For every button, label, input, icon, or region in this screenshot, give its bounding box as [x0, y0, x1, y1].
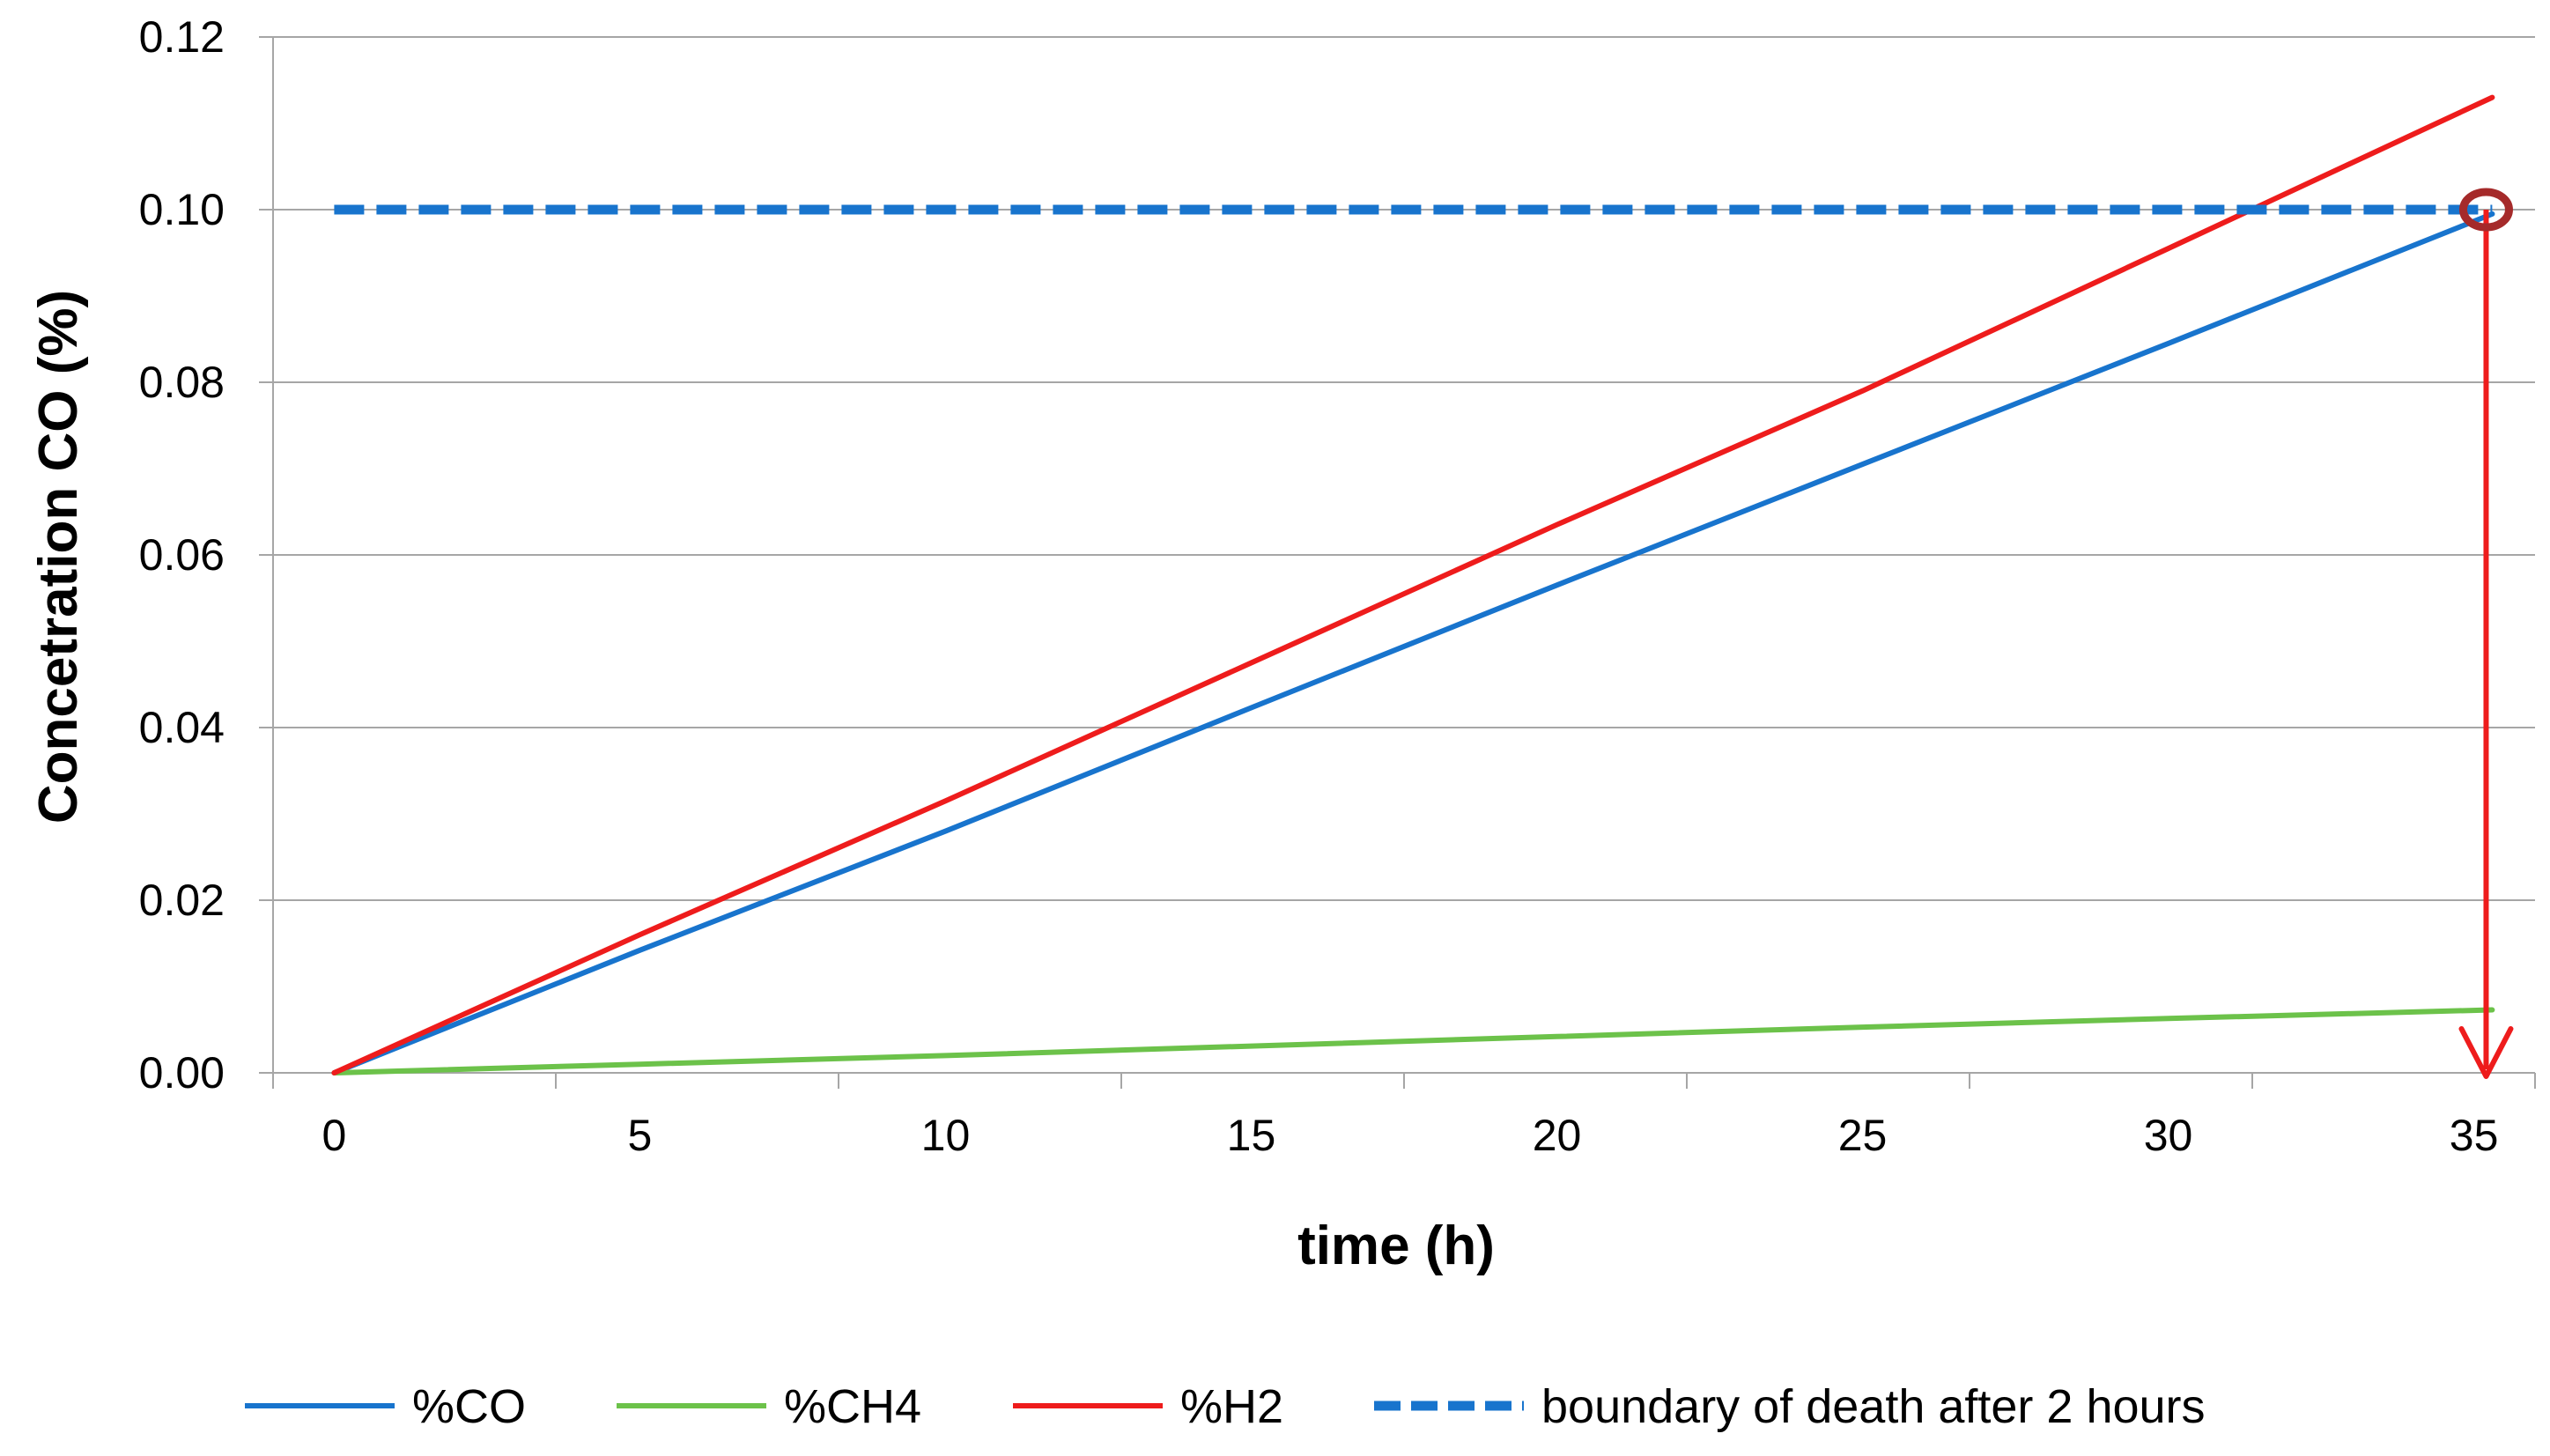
x-tick-label: 25 — [1838, 1111, 1888, 1160]
x-tick-label: 35 — [2450, 1111, 2499, 1160]
x-tick-label: 20 — [1533, 1111, 1582, 1160]
series-line-h2 — [331, 94, 2495, 1075]
y-tick-label: 0.02 — [139, 876, 225, 925]
gridlines — [273, 36, 2535, 1074]
series-line-co — [331, 211, 2495, 1075]
y-tick-label: 0.00 — [139, 1048, 225, 1098]
legend-label: %CO — [412, 1380, 526, 1433]
x-tick-label: 15 — [1227, 1111, 1276, 1160]
y-tick-label: 0.12 — [139, 12, 225, 62]
x-tick-label: 5 — [628, 1111, 653, 1160]
legend-label: %H2 — [1180, 1380, 1283, 1433]
arrow-head — [2458, 1026, 2514, 1079]
axes: 0.00 0.02 0.04 0.06 0.08 0.10 0.12 0 5 10 15 20 25 30… — [139, 12, 2536, 1160]
marker-circle — [2458, 188, 2513, 232]
y-tick-label: 0.04 — [139, 703, 225, 752]
x-tick-label: 30 — [2144, 1111, 2193, 1160]
legend: %CO %CH4 %H2 boundary of death after 2 hour… — [245, 1380, 2206, 1433]
series-group — [331, 94, 2495, 1075]
legend-label: %CH4 — [784, 1380, 921, 1433]
y-tick-label: 0.10 — [139, 185, 225, 234]
legend-label: boundary of death after 2 hours — [1541, 1380, 2206, 1433]
series-line-ch4 — [331, 1007, 2495, 1075]
x-tick-label: 0 — [322, 1111, 346, 1160]
y-tick-label: 0.08 — [139, 358, 225, 407]
x-tick-label: 10 — [921, 1111, 971, 1160]
annotations — [2458, 188, 2514, 1079]
y-tick-label: 0.06 — [139, 530, 225, 580]
x-axis-title: time (h) — [1297, 1216, 1495, 1276]
y-axis-title: Concetration CO (%) — [28, 290, 89, 824]
